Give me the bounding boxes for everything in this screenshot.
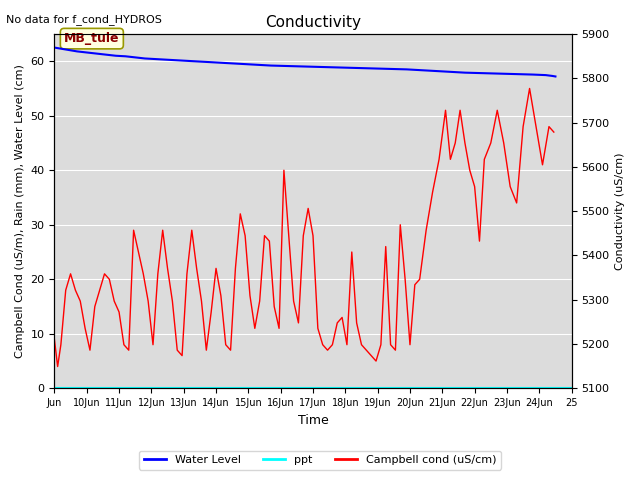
Line: Water Level: Water Level bbox=[54, 48, 556, 76]
Campbell cond (uS/cm) bbox=[54, 364, 61, 370]
Text: MB_tule: MB_tule bbox=[64, 32, 120, 45]
Water Level bbox=[552, 73, 559, 79]
Campbell cond (uS/cm) bbox=[550, 129, 557, 135]
Water Level bbox=[393, 66, 401, 72]
Campbell cond (uS/cm) bbox=[506, 184, 514, 190]
Water Level bbox=[51, 45, 58, 50]
Campbell cond (uS/cm) bbox=[144, 298, 152, 304]
Text: No data for f_cond_HYDROS: No data for f_cond_HYDROS bbox=[6, 14, 163, 25]
Campbell cond (uS/cm) bbox=[525, 85, 533, 91]
Campbell cond (uS/cm) bbox=[532, 124, 540, 130]
X-axis label: Time: Time bbox=[298, 414, 328, 427]
Y-axis label: Campbell Cond (uS/m), Rain (mm), Water Level (cm): Campbell Cond (uS/m), Rain (mm), Water L… bbox=[15, 64, 25, 358]
Line: Campbell cond (uS/cm): Campbell cond (uS/cm) bbox=[54, 88, 554, 367]
Water Level bbox=[257, 62, 265, 68]
Legend: Water Level, ppt, Campbell cond (uS/cm): Water Level, ppt, Campbell cond (uS/cm) bbox=[140, 451, 500, 469]
Campbell cond (uS/cm) bbox=[300, 233, 307, 239]
Water Level bbox=[57, 46, 65, 51]
Y-axis label: Conductivity (uS/cm): Conductivity (uS/cm) bbox=[615, 152, 625, 270]
Campbell cond (uS/cm) bbox=[164, 265, 172, 271]
Campbell cond (uS/cm) bbox=[339, 314, 346, 320]
Water Level bbox=[60, 47, 68, 52]
Water Level bbox=[170, 57, 178, 63]
Water Level bbox=[403, 67, 411, 72]
Campbell cond (uS/cm) bbox=[51, 336, 58, 342]
Title: Conductivity: Conductivity bbox=[265, 15, 361, 30]
